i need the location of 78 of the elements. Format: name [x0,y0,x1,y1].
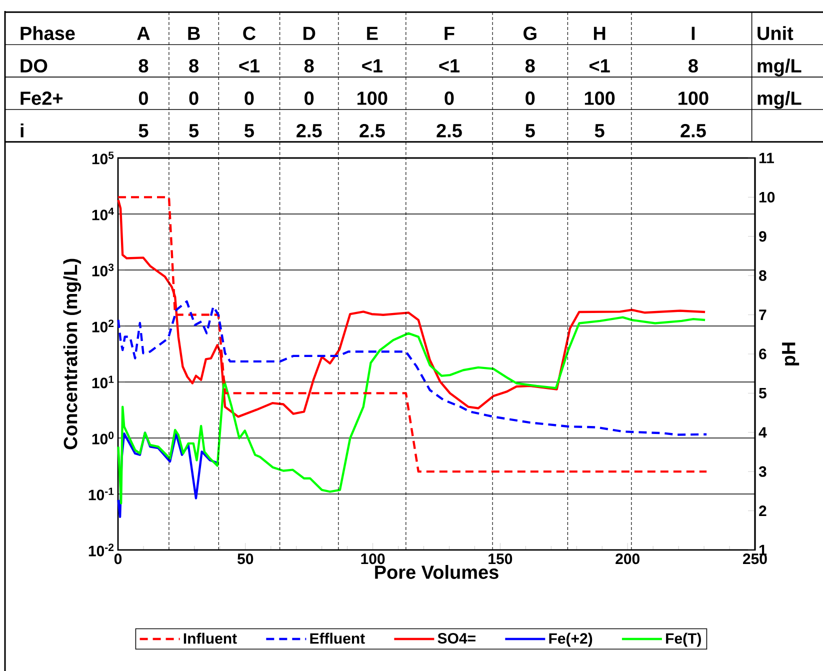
y-tick-label: 10$^{1}$ [92,376,114,388]
text: 2.5 [436,124,462,138]
text: A [137,26,150,40]
text: 0 [189,92,198,105]
y-tick-label: 10$^{-1}$ [88,488,114,500]
text: mg/L [758,58,802,76]
line-series [117,316,706,504]
text: 5 [138,124,148,138]
text: DO [20,59,48,73]
line-series [116,196,708,473]
y-tick-label: 10$^{4}$ [92,208,114,220]
x-tick-label: 250 [743,554,767,564]
text: F [444,26,454,40]
y2-tick-label: 4 [758,427,767,438]
x-tick-label: 200 [616,554,640,564]
text: G [524,26,536,40]
y2-tick-label: 8 [759,270,766,281]
line-series [117,300,708,436]
y-tick-label: 10$^{5}$ [92,152,114,164]
text: 5 [525,124,535,138]
text: 5 [594,124,604,138]
text: H [594,26,606,40]
text: 0 [244,92,254,105]
legend-label: Fe(+2) [549,632,592,647]
x-tick-label: 100 [361,554,385,564]
text: <1 [239,59,260,72]
text: mg/L [758,91,802,109]
text: B [188,26,200,40]
y2-tick-label: 5 [758,388,766,398]
text: 8 [138,59,148,73]
text: E [367,26,378,40]
text: 0 [444,92,454,105]
text: 8 [189,59,198,73]
x-tick-label: 150 [488,554,512,564]
text: Fe2+ [20,92,63,105]
x-axis-title: Pore Volumes [375,565,498,579]
legend-label: Influent [184,632,237,644]
text: 8 [688,59,698,73]
text: 8 [304,59,314,73]
text: i [20,123,24,138]
x-tick-label: 50 [238,554,254,564]
text: Phase [20,26,75,40]
y-tick-label: 10$^{2}$ [92,320,114,332]
text: 5 [189,124,199,138]
text: D [304,26,316,40]
y2-tick-label: 2 [759,506,766,516]
y2-tick-label: 6 [759,348,766,360]
y2-tick-label: 10 [759,192,775,202]
legend-label: Effluent [310,632,365,644]
y2-axis-title: pH [782,342,800,366]
legend-label: Fe(T) [666,632,701,647]
text: <1 [590,59,610,72]
y2-tick-label: 3 [758,466,766,477]
y-tick-label: 10$^{3}$ [92,264,114,276]
legend-label: SO4= [438,632,476,644]
text: 2.5 [296,124,322,138]
y-axis-title: Concentration (mg/L) [63,258,82,450]
y2-tick-label: 11 [759,152,774,164]
text: 0 [526,92,535,105]
y-tick-label: 10$^{0}$ [92,432,114,444]
text: C [243,26,256,40]
text: Unit [758,26,794,40]
text: <1 [362,59,382,72]
text: 0 [138,92,148,105]
text: 2.5 [360,124,385,138]
text: 8 [525,59,535,73]
text: 100 [358,92,388,105]
x-tick-label: 0 [114,554,122,564]
y-tick-label: 10$^{-2}$ [88,544,114,556]
text: <1 [439,59,460,72]
y2-tick-label: 9 [759,231,766,242]
text: 100 [678,92,708,105]
y2-tick-label: 7 [759,310,766,320]
text: 2.5 [680,124,706,138]
text: 5 [244,124,254,138]
text: 0 [304,92,314,105]
text: I [692,26,695,40]
text: 100 [584,92,615,105]
